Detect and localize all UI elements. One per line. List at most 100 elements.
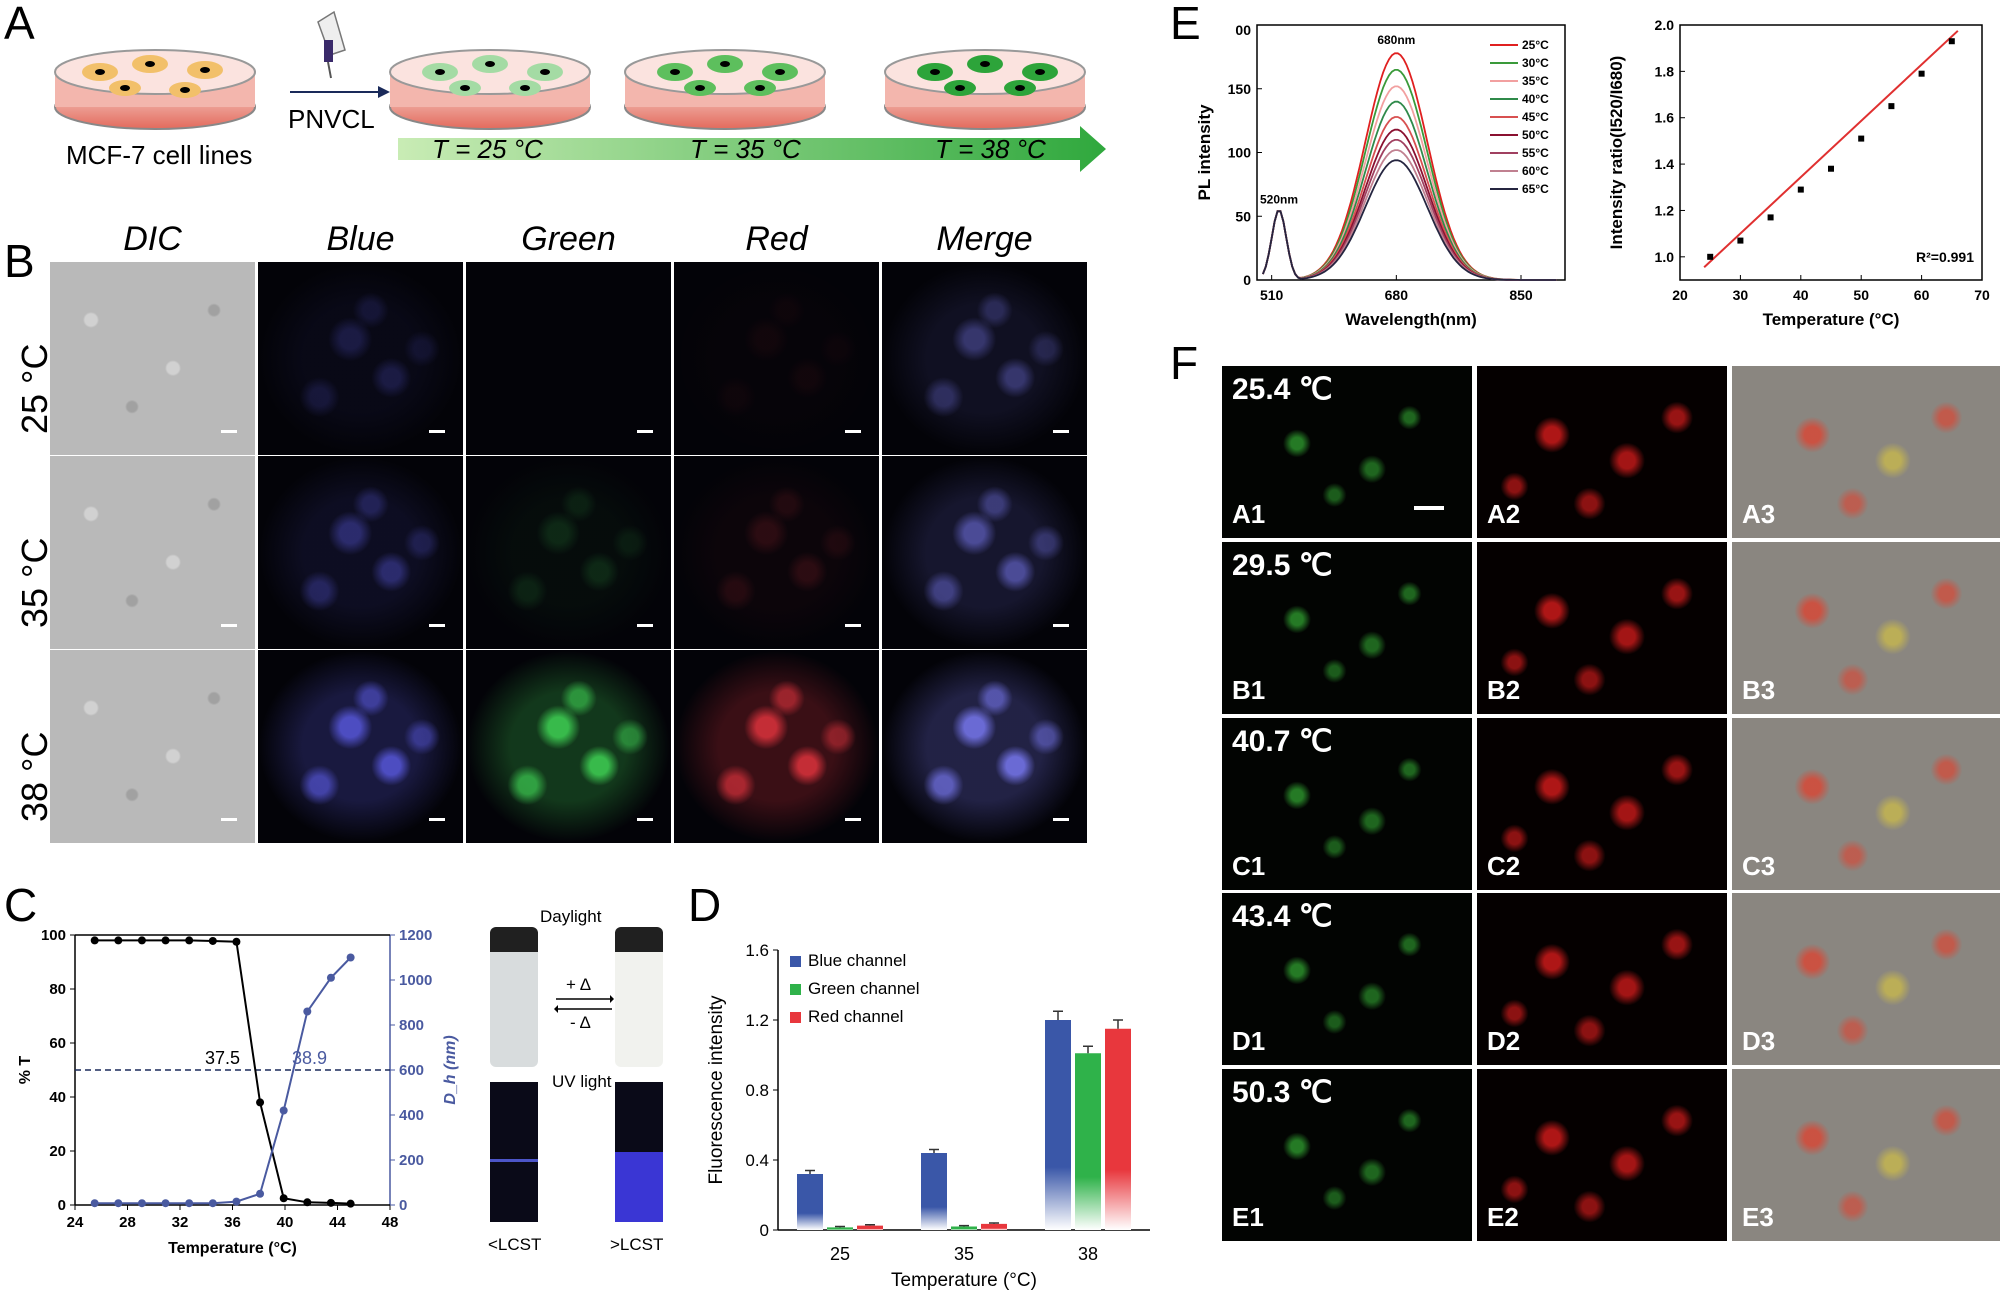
tile-id-label: E3 xyxy=(1742,1202,1774,1232)
peak-label-520: 520nm xyxy=(1260,193,1298,207)
micrograph-blue-row1 xyxy=(258,262,463,455)
temperature-label: 29.5 ℃ xyxy=(1232,549,1333,582)
micrograph-green-row1 xyxy=(466,262,671,455)
x-tick-label: 36 xyxy=(224,1214,241,1231)
micrograph-blue-row2 xyxy=(258,456,463,649)
legend-label: 65°C xyxy=(1522,182,1549,196)
data-point xyxy=(90,1199,99,1208)
scale-bar xyxy=(637,430,653,433)
vial-photos: Daylight + Δ - Δ UV light + Δ - Δ <LCST … xyxy=(470,907,680,1270)
scale-bar xyxy=(1414,506,1444,510)
data-point xyxy=(114,936,123,945)
x-tick-label: 60 xyxy=(1914,287,1930,303)
x-axis-title: Wavelength(nm) xyxy=(1345,310,1477,329)
temperature-label: 25.4 ℃ xyxy=(1232,373,1333,406)
scale-bar xyxy=(429,430,445,433)
micrograph-red-d2: D2 xyxy=(1477,893,1727,1065)
panel-label-f: F xyxy=(1170,337,1199,389)
y-tick-label: 20 xyxy=(49,1143,66,1160)
micrograph-merge-e3: E3 xyxy=(1732,1069,2000,1241)
x-tick-label: 510 xyxy=(1260,287,1284,303)
x-axis-title: Temperature (°C) xyxy=(891,1270,1037,1291)
x-tick-label: 35 xyxy=(954,1244,974,1264)
y-axis-title: Intensity ratio(I520/I680) xyxy=(1607,56,1626,250)
legend-label: 50°C xyxy=(1522,128,1549,142)
data-point xyxy=(1948,38,1955,45)
legend-label: 60°C xyxy=(1522,164,1549,178)
temperature-gradient-arrow xyxy=(398,126,1106,172)
legend-label: 25°C xyxy=(1522,38,1549,52)
scale-bar xyxy=(429,818,445,821)
y-tick-label: 1.6 xyxy=(1655,110,1675,126)
below-lcst-label: <LCST xyxy=(488,1235,542,1254)
reversible-arrow-icon xyxy=(554,995,614,1013)
scale-bar xyxy=(221,624,237,627)
y-tick-label: 100 xyxy=(1228,145,1252,161)
x-tick-label: 28 xyxy=(119,1214,136,1231)
series-line-right xyxy=(94,956,352,1205)
x-tick-label: 25 xyxy=(830,1244,850,1264)
chart-c-transmittance: 24 28 32 36 40 44 4802040608010002004006008001… xyxy=(17,927,459,1257)
y2-tick-label: 600 xyxy=(399,1062,424,1079)
uv-plus-label: + Δ xyxy=(566,1129,592,1148)
panel-label-c: C xyxy=(4,879,38,931)
micrograph-red-row1 xyxy=(674,262,879,455)
panel-label-d: D xyxy=(688,879,722,931)
y2-tick-label: 800 xyxy=(399,1017,424,1034)
y-tick-label: 1.8 xyxy=(1655,63,1675,79)
y-tick-label: 40 xyxy=(49,1089,66,1106)
micrograph-merge-row3 xyxy=(882,650,1087,843)
temperature-label: 50.3 ℃ xyxy=(1232,1076,1333,1109)
cell-line-label: MCF-7 cell lines xyxy=(66,140,253,170)
tile-id-label: B3 xyxy=(1742,675,1776,705)
data-point xyxy=(279,1194,288,1203)
y2-tick-label: 0 xyxy=(399,1197,407,1214)
chart-d-fluorescence: 0 0.4 0.8 1.2 1.6 25 35 38 Blue channel Green cha… xyxy=(706,941,1150,1291)
col-header-merge: Merge xyxy=(936,220,1033,258)
y2-tick-label: 400 xyxy=(399,1107,424,1124)
y-tick-label: 80 xyxy=(49,981,66,998)
y2-tick-label: 1200 xyxy=(399,927,432,944)
data-point xyxy=(1858,135,1865,142)
legend-label: 30°C xyxy=(1522,56,1549,70)
data-point xyxy=(185,936,194,945)
uv-light-label: UV light xyxy=(552,1072,612,1091)
data-point xyxy=(232,1197,241,1206)
y-tick-label: 0 xyxy=(760,1221,769,1240)
y-tick-label: 60 xyxy=(49,1035,66,1052)
temp-label-25: T = 25 °C xyxy=(432,134,543,164)
data-point xyxy=(161,1199,170,1208)
bar-green xyxy=(827,1227,853,1230)
y2-axis-title: D_h (nm) xyxy=(442,1035,459,1104)
data-point xyxy=(1737,237,1744,244)
vial-daylight-above xyxy=(615,927,663,1067)
data-point xyxy=(137,936,146,945)
x-tick-label: 30 xyxy=(1733,287,1749,303)
micrograph-dic-row2 xyxy=(50,456,255,649)
y-tick-label: 100 xyxy=(41,927,66,944)
spectrum-line-40°C xyxy=(1262,100,1557,281)
tile-id-label: E1 xyxy=(1232,1202,1264,1232)
data-point xyxy=(326,1198,335,1207)
bar-green xyxy=(951,1226,977,1230)
micrograph-green-e1: 50.3 ℃ E1 xyxy=(1222,1069,1472,1241)
data-point xyxy=(90,936,99,945)
scale-bar xyxy=(221,430,237,433)
y-axis-title: PL intensity xyxy=(1195,104,1214,201)
x-tick-label: 50 xyxy=(1853,287,1869,303)
tile-id-label: E2 xyxy=(1487,1202,1519,1232)
bar-red xyxy=(1105,1028,1131,1230)
x-tick-label: 32 xyxy=(172,1214,189,1231)
data-point xyxy=(256,1189,265,1198)
r-squared-annotation: R²=0.991 xyxy=(1916,249,1974,265)
data-point xyxy=(326,973,335,982)
y-tick-label-top: 00 xyxy=(1235,22,1251,38)
data-point xyxy=(1828,165,1834,172)
daylight-label: Daylight xyxy=(540,907,602,926)
temperature-label: 43.4 ℃ xyxy=(1232,900,1333,933)
micrograph-green-a1: 25.4 ℃ A1 xyxy=(1222,366,1472,538)
legend-label: Blue channel xyxy=(808,951,906,970)
chart-e-pl-spectra: 510 680 850 0 50 100 150 00 520nm 680nm 25°C 30°C 35… xyxy=(1195,22,1566,329)
annotation-lcst-t: 37.5 xyxy=(205,1048,240,1068)
pipette-icon xyxy=(317,10,346,79)
